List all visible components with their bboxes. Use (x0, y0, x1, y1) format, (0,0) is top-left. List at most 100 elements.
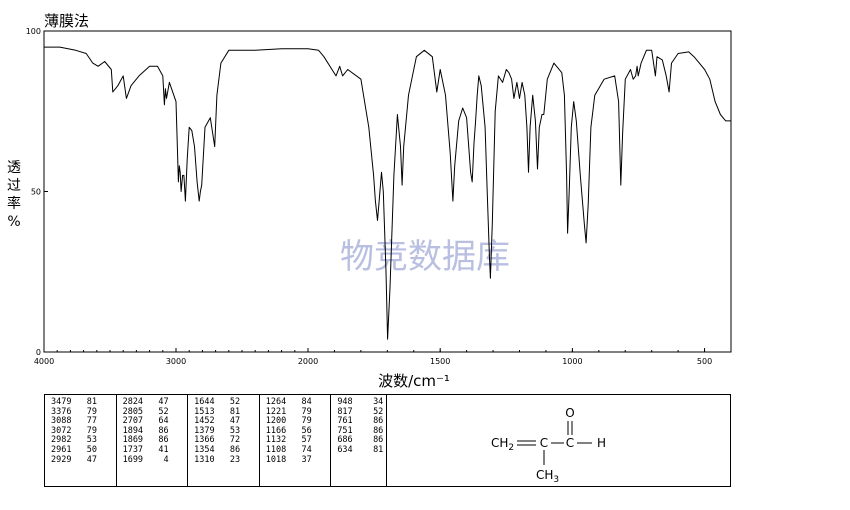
peak-wavenumber: 1644 (194, 397, 215, 407)
peak-wavenumber: 761 (337, 416, 353, 427)
peak-transmittance: 86 (158, 435, 169, 446)
peak-transmittance: 72 (229, 435, 241, 446)
peak-table-row: 1018 37 (265, 454, 331, 466)
peak-table-row: 1132 57 (266, 436, 331, 446)
peak-table-row: 1108 74 (265, 444, 331, 456)
spectrum-line (44, 46, 731, 340)
peak-table-column: 3479 81 3376 79 3088 77 3072 79 2982 53 2961 50 2929… (45, 395, 117, 486)
peak-wavenumber: 1513 (194, 406, 215, 417)
watermark: 物竞数据库 (340, 237, 510, 277)
peak-transmittance: 84 (301, 397, 312, 407)
peak-table-row: 1366 72 (194, 436, 259, 446)
peak-wavenumber: 1200 (265, 416, 287, 427)
peak-wavenumber: 1132 (265, 435, 287, 446)
peak-transmittance: 50 (86, 444, 97, 455)
peak-wavenumber: 1264 (265, 397, 287, 407)
peak-table-row: 948 34 (337, 397, 386, 408)
peak-table-row: 761 86 (337, 417, 386, 427)
peak-table-row: 1354 86 (194, 444, 259, 456)
plot-border (43, 30, 732, 353)
plot-frame (43, 30, 732, 353)
peak-wavenumber: 3072 (51, 425, 72, 436)
x-tick-label: 500 (697, 357, 712, 366)
peak-table-column: 948 34 817 52 761 86 751 86 686 86 634 81 (331, 395, 386, 486)
peak-wavenumber: 1221 (265, 406, 287, 417)
y-axis-ticks: 100 50 0 (26, 27, 48, 357)
peak-transmittance: 37 (301, 454, 312, 465)
peak-wavenumber: 948 (337, 397, 353, 407)
peak-wavenumber: 2929 (51, 454, 72, 465)
peak-transmittance: 23 (229, 454, 241, 465)
peak-table-row: 1737 41 (122, 444, 188, 456)
peak-wavenumber: 1737 (122, 444, 144, 455)
peak-wavenumber: 1166 (265, 425, 287, 436)
peak-transmittance: 47 (86, 454, 97, 465)
peak-transmittance: 86 (373, 416, 384, 427)
peak-transmittance: 41 (158, 444, 169, 455)
peak-table-row: 751 86 (337, 425, 386, 437)
peak-transmittance: 52 (158, 406, 169, 417)
peak-transmittance: 57 (301, 435, 312, 446)
peak-transmittance: 86 (373, 435, 384, 446)
peak-transmittance: 53 (229, 425, 241, 436)
peak-table-row: 1894 86 (122, 425, 188, 437)
peak-transmittance: 74 (301, 444, 312, 455)
peak-table-row: 1310 23 (194, 454, 259, 466)
peak-wavenumber: 1018 (265, 454, 287, 465)
peak-wavenumber: 817 (337, 406, 353, 417)
peak-wavenumber: 3088 (51, 416, 72, 427)
peak-table-row: 1221 79 (265, 406, 331, 418)
x-axis-label: 波数/cm⁻¹ (378, 372, 450, 390)
peak-transmittance: 77 (86, 416, 97, 427)
peak-transmittance: 86 (158, 425, 169, 436)
peak-table-row: 634 81 (337, 444, 386, 456)
x-axis-ticks: 4000 3000 2000 1500 1000 500 (34, 348, 712, 366)
y-axis-label-text: 透过率% (7, 160, 21, 230)
peak-transmittance: 79 (86, 406, 97, 417)
peak-table-row: 1644 52 (194, 397, 259, 408)
peak-transmittance: 79 (301, 406, 312, 417)
peak-wavenumber: 2982 (51, 435, 72, 446)
peak-transmittance: 64 (158, 416, 169, 427)
peak-transmittance: 81 (86, 397, 97, 407)
peak-wavenumber: 2805 (122, 406, 144, 417)
peak-transmittance: 34 (373, 397, 384, 407)
peak-transmittance: 86 (373, 425, 384, 436)
y-axis-label: 透过率% (7, 160, 21, 230)
peak-table-column: 1644 52 1513 81 1452 47 1379 53 1366 72 1354 86 1310… (188, 395, 260, 486)
peak-wavenumber: 1108 (265, 444, 287, 455)
peak-table-row: 1264 84 (265, 397, 331, 408)
peak-table: 3479 81 3376 79 3088 77 3072 79 2982 53 2961 50 2929… (44, 394, 387, 487)
peak-wavenumber: 1699 (122, 454, 144, 465)
structure-diagram: O CH2 C C H CH3 (387, 394, 731, 487)
peak-wavenumber: 1366 (194, 435, 215, 446)
peak-table-column: 1264 84 1221 79 1200 79 1166 56 1132 57 1108 74 1018… (260, 395, 332, 486)
peak-wavenumber: 1310 (194, 454, 215, 465)
peak-transmittance: 79 (86, 425, 97, 436)
page-title: 薄膜法 (44, 12, 90, 30)
peak-wavenumber: 2824 (122, 397, 144, 407)
peak-transmittance: 79 (301, 416, 312, 427)
peak-table-row: 2824 47 (122, 397, 188, 408)
peak-wavenumber: 1894 (122, 425, 144, 436)
peak-transmittance: 52 (373, 406, 384, 417)
peak-wavenumber: 2961 (51, 444, 72, 455)
y-tick-label: 100 (26, 27, 41, 36)
spectrum-series (44, 46, 731, 340)
peak-transmittance: 86 (229, 444, 241, 455)
peak-transmittance: 81 (373, 444, 384, 455)
carbon-label-1: C (540, 436, 548, 450)
peak-table-row: 1200 79 (266, 417, 331, 427)
y-tick-label: 0 (36, 348, 41, 357)
x-tick-label: 3000 (166, 357, 186, 366)
peak-table-row: 2707 64 (123, 417, 188, 427)
peak-wavenumber: 634 (337, 444, 353, 455)
x-tick-label: 4000 (34, 357, 54, 366)
peak-wavenumber: 1379 (194, 425, 215, 436)
peak-transmittance: 56 (301, 425, 312, 436)
peak-table-row: 1166 56 (265, 425, 331, 437)
y-tick-label: 50 (31, 188, 41, 197)
peak-table-row: 686 86 (337, 436, 386, 446)
peak-transmittance: 47 (229, 416, 241, 427)
